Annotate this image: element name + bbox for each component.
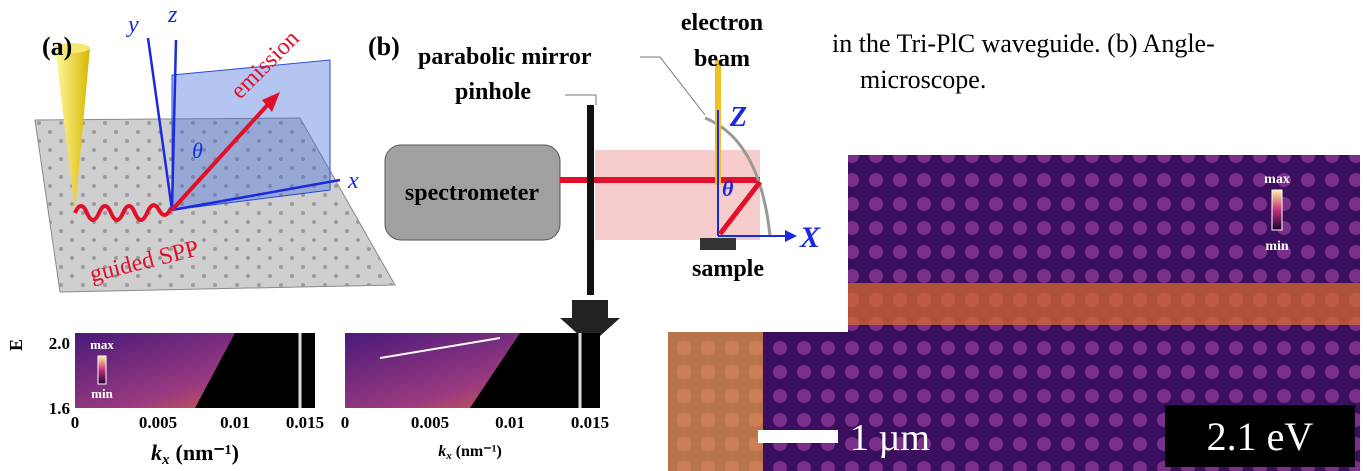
- colorbar-label: max: [1264, 172, 1290, 187]
- x-tick-label: 0.005: [411, 413, 449, 432]
- x-tick-label: 0.01: [220, 413, 250, 432]
- colorbar: [1272, 190, 1282, 230]
- colorbar-label: min: [91, 386, 113, 401]
- energy-label: 2.1 eV: [1207, 414, 1314, 459]
- body-text: microscope.: [860, 65, 986, 94]
- x-tick-label: 0.015: [286, 413, 324, 432]
- x-label-unit: (nm⁻¹): [176, 440, 239, 465]
- waveguide-mode: [848, 283, 1360, 325]
- spectrum-2: 0 0.005 0.01 0.015 kx (nm⁻¹): [341, 333, 609, 462]
- x-tick-label: 0: [71, 413, 80, 432]
- label: beam: [694, 46, 750, 72]
- colorbar-label: max: [90, 337, 114, 352]
- colorbar: [98, 356, 106, 384]
- label: parabolic mirror: [418, 44, 592, 70]
- light-cone: [595, 150, 760, 240]
- x-label-unit: (nm⁻¹): [456, 443, 502, 460]
- theta: θ: [192, 138, 203, 163]
- label: electron: [681, 10, 763, 36]
- y-tick-label: 1.6: [49, 399, 70, 418]
- x-label: kx (nm⁻¹): [151, 440, 239, 468]
- axis-label: z: [167, 2, 178, 28]
- x-tick-label: 0: [341, 413, 350, 432]
- x-tick-label: 0.01: [495, 413, 525, 432]
- x-label-sub: x: [161, 452, 170, 468]
- axis-label: X: [799, 221, 821, 254]
- colorbar-label: min: [1265, 239, 1289, 254]
- x-label-k: k: [151, 440, 162, 465]
- x-label: kx (nm⁻¹): [438, 443, 502, 462]
- sample-block: [700, 238, 736, 250]
- axis-head: [785, 230, 797, 242]
- x-label-k: k: [438, 443, 446, 460]
- spectrum-1: max min E 2.0 1.6 0 0.005 0.01 0.015 kx (…: [6, 333, 324, 468]
- theta: θ: [722, 176, 734, 201]
- y-tick-label: 2.0: [49, 334, 70, 353]
- axis-label: Z: [729, 102, 747, 133]
- emission-map: max min 1 µm 2.1 eV: [668, 155, 1360, 471]
- figure: (a) y z x emission θ guided SPP (b) para…: [0, 0, 1367, 471]
- panel-b: (b) parabolic mirror pinhole electron be…: [368, 10, 821, 345]
- y-label: E: [6, 339, 26, 351]
- edge-emission: [668, 332, 763, 471]
- label: spectrometer: [405, 180, 539, 206]
- x-tick-label: 0.005: [139, 413, 177, 432]
- x-tick-label: 0.015: [571, 413, 609, 432]
- axis-label: x: [347, 168, 359, 194]
- body-text: in the Tri-PlC waveguide. (b) Angle-: [832, 29, 1215, 58]
- label: pinhole: [455, 79, 531, 105]
- leader: [565, 95, 596, 105]
- panel-label: (a): [42, 32, 72, 61]
- label: sample: [692, 256, 764, 282]
- x-label-sub: x: [445, 450, 452, 462]
- pinhole-plate: [587, 105, 594, 295]
- axis-label: y: [126, 12, 139, 38]
- scale-label: 1 µm: [850, 417, 930, 459]
- scale-bar: [758, 430, 838, 443]
- panel-label: (b): [368, 32, 400, 61]
- panel-a: (a) y z x emission θ guided SPP: [35, 2, 395, 292]
